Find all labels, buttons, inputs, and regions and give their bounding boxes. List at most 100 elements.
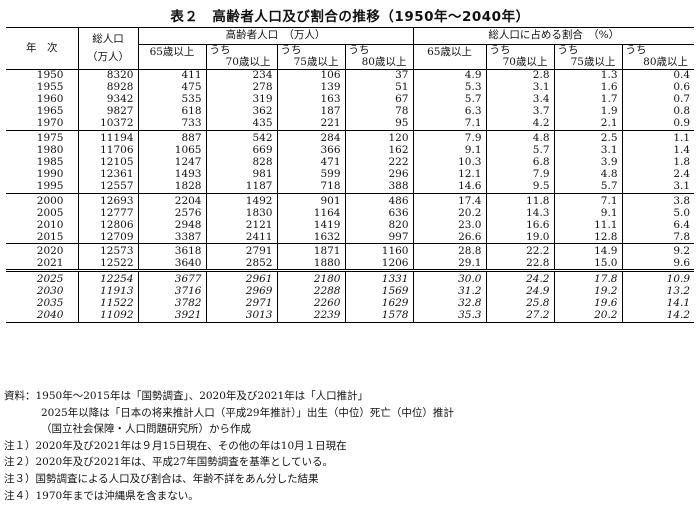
cell-e65: 535 xyxy=(137,93,206,107)
header-e65: 65歳以上 xyxy=(137,44,206,70)
note-source: 資料：1950年～2015年は「国勢調査」、2020年及び2021年は「人口推計… xyxy=(4,390,369,402)
table-row: 2035 11522 3782 2971 2260 1629 32.8 25.8 19.6 14.… xyxy=(6,297,695,311)
cell-e80: 51 xyxy=(344,81,413,94)
cell-r65: 26.6 xyxy=(412,231,486,244)
cell-r75: 2.5 xyxy=(553,129,622,145)
cell-r75: 9.1 xyxy=(553,207,622,220)
cell-e80: 67 xyxy=(344,93,413,107)
header-e80: 80歳以上 xyxy=(344,56,413,70)
cell-year: 2010 xyxy=(36,218,64,231)
cell-total: 12573 xyxy=(77,243,138,258)
cell-r75: 2.1 xyxy=(553,118,622,131)
cell-e70: 2411 xyxy=(205,231,277,244)
cell-r80: 6.4 xyxy=(621,219,695,232)
cell-e80: 1569 xyxy=(344,285,413,298)
cell-year: 2015 xyxy=(36,230,64,243)
cell-r65: 35.3 xyxy=(412,309,486,323)
cell-r70: 3.4 xyxy=(485,93,554,107)
cell-e80: 388 xyxy=(344,180,413,194)
cell-r80: 1.8 xyxy=(621,156,695,169)
cell-r75: 1.9 xyxy=(553,106,622,119)
table-row: 2015 12709 3387 2411 1632 997 26.6 19.0 12.8 7.8 xyxy=(6,230,695,244)
cell-e65: 618 xyxy=(137,106,206,119)
note-source-2: 2025年以降は「日本の将来推計人口（平成29年推計）」出生（中位）死亡（中位）… xyxy=(41,406,454,419)
cell-r65: 20.2 xyxy=(412,207,486,220)
cell-year: 2035 xyxy=(36,297,64,310)
cell-r75: 11.1 xyxy=(553,219,622,232)
cell-e65: 1065 xyxy=(137,144,206,157)
cell-r70: 24.2 xyxy=(485,269,554,286)
cell-r65: 28.8 xyxy=(412,243,486,258)
table-row: 1960 9342 535 319 163 67 5.7 3.4 1.7 0.7 xyxy=(6,93,695,107)
table-row: 1970 10372 733 435 221 95 7.1 4.2 2.1 0.9 xyxy=(6,118,695,131)
cell-r65: 5.7 xyxy=(412,93,486,107)
table-row: 1985 12105 1247 828 471 222 10.3 6.8 3.9 1.8 xyxy=(6,156,695,169)
cell-e75: 1871 xyxy=(276,243,345,258)
cell-e65: 1247 xyxy=(137,156,206,169)
cell-e70: 435 xyxy=(205,118,277,131)
table-row: 1995 12557 1828 1187 718 388 14.6 9.5 5.7 3.1 xyxy=(6,180,695,194)
cell-r80: 9.2 xyxy=(621,243,695,258)
cell-total: 11706 xyxy=(77,144,138,157)
cell-e80: 820 xyxy=(344,219,413,232)
header-r75-uchi: うち xyxy=(553,44,622,57)
cell-r80: 1.4 xyxy=(621,144,695,157)
cell-e75: 901 xyxy=(276,192,345,208)
cell-r70: 6.8 xyxy=(485,156,554,169)
cell-r80: 3.1 xyxy=(621,180,695,194)
cell-e65: 2576 xyxy=(137,207,206,220)
cell-r80: 0.9 xyxy=(621,118,695,131)
cell-r80: 0.6 xyxy=(621,81,695,94)
cell-e80: 222 xyxy=(344,156,413,169)
cell-r75: 1.6 xyxy=(553,81,622,94)
table-row: 2000 12693 2204 1492 901 486 17.4 11.8 7.1 3.8 xyxy=(6,192,695,208)
cell-r65: 6.3 xyxy=(412,106,486,119)
cell-e65: 3677 xyxy=(137,269,206,286)
cell-r80: 9.6 xyxy=(621,257,695,271)
cell-r70: 3.1 xyxy=(485,81,554,94)
cell-e70: 278 xyxy=(205,81,277,94)
cell-e75: 2239 xyxy=(276,309,345,323)
cell-e65: 3618 xyxy=(137,243,206,258)
cell-e70: 2961 xyxy=(205,269,277,286)
cell-e75: 1880 xyxy=(276,257,345,271)
cell-e65: 733 xyxy=(137,118,206,131)
cell-r65: 12.1 xyxy=(412,168,486,181)
cell-r70: 5.7 xyxy=(485,144,554,157)
cell-year: 1975 xyxy=(6,129,78,145)
header-r75: 75歳以上 xyxy=(553,56,622,70)
note-4: 注４）1970年までは沖縄県を含まない。 xyxy=(4,489,199,502)
cell-total: 12693 xyxy=(77,192,138,208)
cell-r75: 12.8 xyxy=(553,231,622,244)
cell-e80: 95 xyxy=(344,118,413,131)
cell-e70: 319 xyxy=(205,93,277,107)
table-title: 表２ 高齢者人口及び割合の推移（1950年～2040年） xyxy=(170,9,530,25)
cell-e70: 828 xyxy=(205,156,277,169)
cell-total: 8320 xyxy=(77,69,138,82)
table-row: 1950 8320 411 234 106 37 4.9 2.8 1.3 0.4 xyxy=(6,69,695,82)
cell-e75: 1632 xyxy=(276,231,345,244)
cell-e75: 599 xyxy=(276,168,345,181)
cell-e75: 2180 xyxy=(276,269,345,286)
cell-r70: 19.0 xyxy=(485,231,554,244)
cell-r65: 7.9 xyxy=(412,129,486,145)
table-row: 2040 11092 3921 3013 2239 1578 35.3 27.2 20.2 14.… xyxy=(6,309,695,323)
cell-r70: 22.2 xyxy=(485,243,554,258)
cell-total: 12709 xyxy=(77,231,138,244)
cell-e75: 221 xyxy=(276,118,345,131)
table-row: 2021 12522 3640 2852 1880 1206 29.1 22.8 15.0 9.6 xyxy=(6,257,695,271)
table-row: 2030 11913 3716 2969 2288 1569 31.2 24.9 19.2 13.… xyxy=(6,285,695,298)
cell-r70: 3.7 xyxy=(485,106,554,119)
cell-r65: 5.3 xyxy=(412,81,486,94)
cell-total: 11194 xyxy=(77,129,138,145)
cell-year: 1960 xyxy=(36,93,64,106)
table-row: 1980 11706 1065 669 366 162 9.1 5.7 3.1 1.4 xyxy=(6,144,695,157)
cell-e65: 3921 xyxy=(137,309,206,323)
cell-r70: 4.8 xyxy=(485,129,554,145)
cell-r70: 11.8 xyxy=(485,192,554,208)
elderly-population-table: 年 次 総人口 （万人） 高齢者人口 （万人） 総人口に占める割合 （%） 65… xyxy=(6,27,695,323)
cell-e80: 78 xyxy=(344,106,413,119)
header-e80-uchi: うち xyxy=(344,44,413,57)
cell-r80: 2.4 xyxy=(621,168,695,181)
note-1: 注１）2020年及び2021年は９月15日現在、その他の年は10月１日現在 xyxy=(4,439,347,452)
